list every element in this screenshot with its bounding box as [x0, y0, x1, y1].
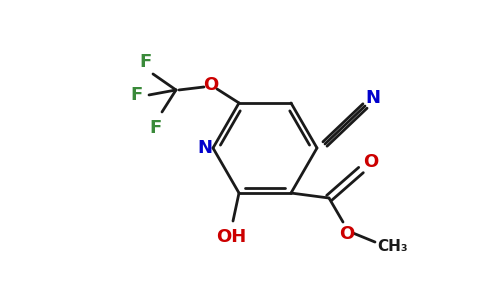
- Text: O: O: [339, 225, 355, 243]
- Text: OH: OH: [216, 228, 246, 246]
- Text: F: F: [131, 86, 143, 104]
- Text: N: N: [365, 89, 380, 107]
- Text: O: O: [203, 76, 219, 94]
- Text: O: O: [363, 153, 378, 171]
- Text: F: F: [150, 119, 162, 137]
- Text: N: N: [197, 139, 212, 157]
- Text: CH₃: CH₃: [378, 238, 408, 253]
- Text: F: F: [140, 53, 152, 71]
